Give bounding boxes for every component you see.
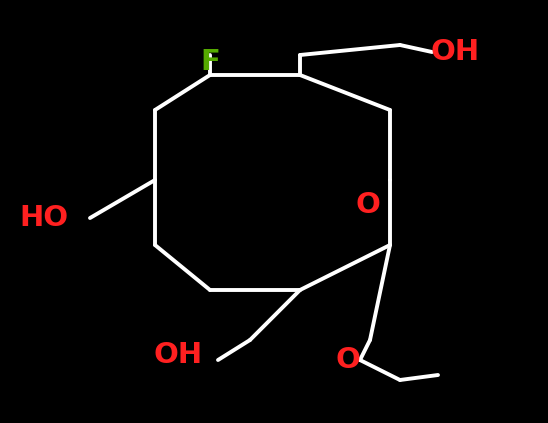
Text: O: O: [356, 191, 380, 219]
Text: HO: HO: [19, 204, 68, 232]
Text: OH: OH: [153, 341, 203, 369]
Text: OH: OH: [430, 38, 479, 66]
Text: F: F: [200, 48, 220, 76]
Text: O: O: [335, 346, 361, 374]
